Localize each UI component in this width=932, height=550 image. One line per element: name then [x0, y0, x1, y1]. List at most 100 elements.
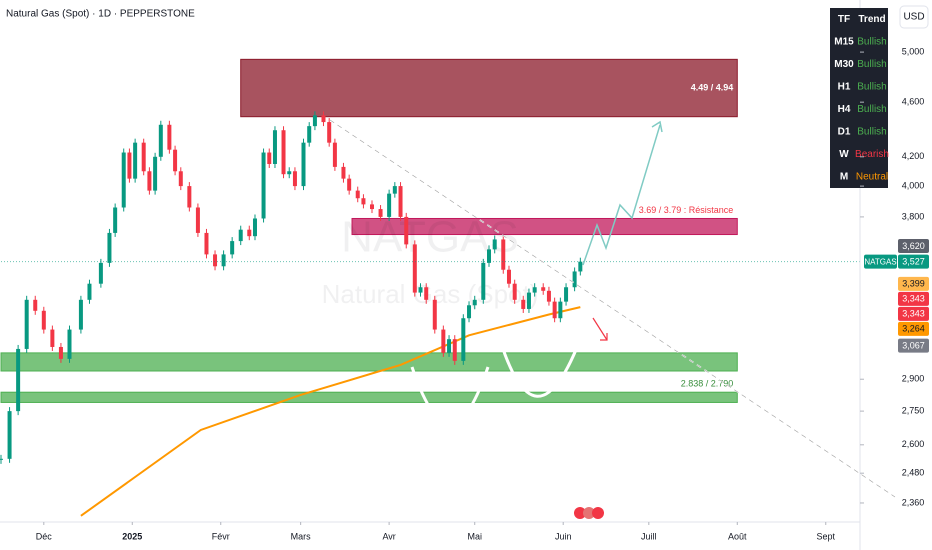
timeframe: M [840, 171, 848, 182]
watermark-name: Natural Gas (Spot) [322, 279, 539, 309]
candle [113, 207, 118, 233]
candle [412, 244, 417, 293]
candle [572, 271, 577, 288]
candle [369, 204, 374, 210]
currency-label[interactable]: USD [903, 12, 924, 23]
candle [526, 292, 531, 309]
candle [121, 152, 126, 208]
event-icon[interactable] [592, 507, 604, 519]
candle [141, 142, 146, 172]
y-tick-label: 2,360 [902, 497, 925, 507]
down-arrow-head [600, 333, 608, 341]
candle [332, 142, 337, 167]
chart-title: Natural Gas (Spot) · 1D · PEPPERSTONE [6, 9, 195, 20]
x-tick-label: 2025 [122, 531, 142, 541]
event-icons[interactable] [574, 507, 604, 519]
pattern-shoulder-left [410, 366, 490, 425]
candle [267, 152, 272, 164]
trend-table [830, 8, 888, 188]
timeframe: H4 [838, 104, 851, 115]
trend: Bullish [857, 81, 886, 92]
y-tick-label: 2,480 [902, 468, 925, 478]
watermark-symbol: NATGAS [341, 213, 519, 262]
candle [398, 186, 403, 217]
event-icon[interactable] [574, 507, 586, 519]
candle [347, 178, 352, 191]
candle [447, 339, 452, 353]
candle [301, 142, 306, 187]
candle [247, 229, 252, 237]
price-tag [898, 254, 929, 269]
price-tag [898, 239, 929, 254]
candle [221, 254, 226, 267]
candle [252, 218, 257, 237]
candle [195, 207, 200, 233]
candle [481, 262, 486, 300]
event-icon[interactable] [583, 507, 595, 519]
x-tick-label: Févr [212, 531, 230, 541]
candle [558, 301, 563, 319]
candle [392, 186, 397, 194]
candle [147, 171, 152, 191]
trend: Bullish [857, 126, 886, 137]
candle [512, 283, 517, 300]
candle [33, 299, 38, 311]
candle [355, 190, 360, 199]
pattern-shoulder-right [498, 339, 580, 398]
currency-button[interactable] [899, 5, 929, 29]
candle [24, 299, 29, 349]
moving-average [80, 306, 581, 517]
candle [98, 262, 103, 284]
candle [107, 232, 112, 263]
candle [16, 348, 21, 412]
trend: Bearish [855, 149, 889, 160]
candle [541, 287, 546, 291]
candle [173, 149, 178, 172]
candle [564, 287, 569, 302]
y-tick-label: 4,200 [902, 151, 925, 161]
zone-label: 3.69 / 3.79 : Résistance [639, 205, 734, 215]
candle [418, 287, 423, 293]
price-tag [898, 306, 929, 321]
candle [50, 329, 55, 347]
price-tag-label: 3,264 [902, 324, 925, 334]
candle [158, 124, 163, 157]
x-tick-label: Juill [641, 531, 657, 541]
y-tick-label: 2,900 [902, 374, 925, 384]
candle [378, 209, 383, 217]
timeframe: M30 [834, 59, 854, 70]
projection-arrowhead [651, 120, 663, 133]
candle [230, 241, 235, 255]
y-tick-label: 2,750 [902, 405, 925, 415]
down-arrow [592, 317, 608, 341]
price-tag [898, 321, 929, 336]
price-tag [898, 291, 929, 306]
candle [424, 287, 429, 300]
candle [87, 283, 92, 300]
candle [341, 166, 346, 179]
price-tag-label: 3,067 [902, 340, 925, 350]
x-tick-label: Juin [555, 531, 572, 541]
candle [261, 152, 266, 219]
price-tag-label: 3,527 [902, 257, 925, 267]
candle [204, 232, 209, 255]
candle [178, 171, 183, 187]
candle [521, 299, 526, 309]
trend: Bullish [857, 36, 886, 47]
candle [238, 229, 243, 242]
zone-label: 2.838 / 2.790 [681, 379, 734, 389]
candle [321, 115, 326, 123]
projection-path [582, 124, 661, 266]
candle [461, 318, 466, 361]
price-tag [898, 338, 929, 353]
x-tick-label: Mai [467, 531, 482, 541]
y-tick-label: 4,000 [902, 180, 925, 190]
candle [167, 124, 172, 150]
candle [432, 299, 437, 330]
candle [327, 122, 332, 143]
y-tick-label: 5,000 [902, 46, 925, 56]
candle [153, 156, 158, 191]
price-tag-label: 3,343 [902, 294, 925, 304]
candle [492, 239, 497, 250]
candle [467, 305, 472, 319]
